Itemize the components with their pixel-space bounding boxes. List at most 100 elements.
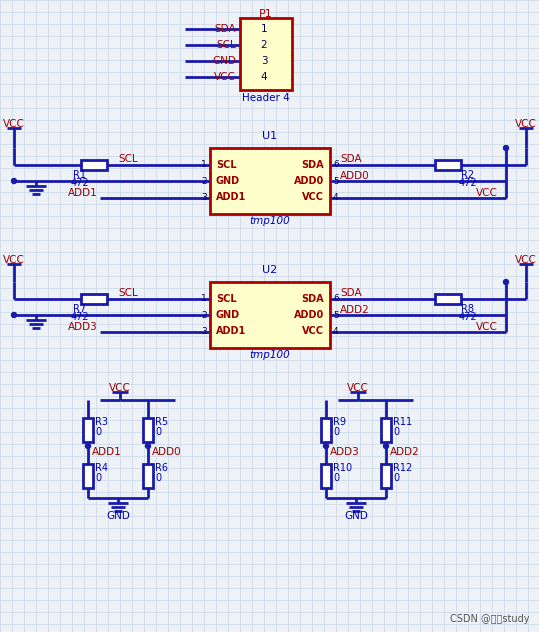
Text: SDA: SDA: [301, 159, 324, 169]
Bar: [240, 18, 292, 90]
Text: R12: R12: [393, 463, 412, 473]
Text: 0: 0: [155, 427, 161, 437]
Text: U1: U1: [262, 131, 278, 141]
Bar: [83, 464, 93, 488]
Text: VCC: VCC: [3, 119, 25, 129]
Text: 0: 0: [393, 427, 399, 437]
Bar: [210, 148, 330, 214]
Bar: [381, 464, 391, 488]
Text: 0: 0: [393, 473, 399, 483]
Text: tmp100: tmp100: [250, 216, 291, 226]
Text: ADD1: ADD1: [68, 188, 98, 197]
Text: 6: 6: [333, 294, 338, 303]
Text: VCC: VCC: [476, 322, 498, 332]
Text: SDA: SDA: [301, 293, 324, 303]
Text: ADD1: ADD1: [92, 447, 122, 457]
Text: 0: 0: [155, 473, 161, 483]
Text: ADD3: ADD3: [68, 322, 98, 332]
Bar: [143, 418, 153, 442]
Text: 3: 3: [201, 193, 207, 202]
Bar: [435, 293, 461, 303]
Text: 3: 3: [201, 327, 207, 336]
Circle shape: [503, 145, 508, 150]
Text: ADD1: ADD1: [216, 193, 246, 202]
Text: GND: GND: [212, 56, 236, 66]
Text: SCL: SCL: [216, 293, 237, 303]
Text: GND: GND: [216, 310, 240, 320]
Text: VCC: VCC: [214, 72, 236, 82]
Text: 5: 5: [333, 176, 338, 186]
Text: 0: 0: [95, 473, 101, 483]
Text: VCC: VCC: [515, 119, 537, 129]
Text: R11: R11: [393, 417, 412, 427]
Circle shape: [503, 279, 508, 284]
Text: ADD2: ADD2: [340, 305, 370, 315]
Text: VCC: VCC: [302, 193, 324, 202]
Text: ADD3: ADD3: [330, 447, 360, 457]
Text: 1: 1: [201, 160, 207, 169]
Text: SCL: SCL: [118, 288, 138, 298]
Text: 6: 6: [333, 160, 338, 169]
Bar: [435, 159, 461, 169]
Text: GND: GND: [344, 511, 368, 521]
Text: VCC: VCC: [515, 255, 537, 265]
Text: ADD1: ADD1: [216, 327, 246, 336]
Circle shape: [11, 312, 17, 317]
Text: P1: P1: [259, 9, 273, 19]
Bar: [81, 293, 107, 303]
Text: 472: 472: [459, 312, 478, 322]
Text: 2: 2: [202, 176, 207, 186]
Text: GND: GND: [216, 176, 240, 186]
Text: ADD0: ADD0: [152, 447, 182, 457]
Text: R6: R6: [155, 463, 168, 473]
Text: 472: 472: [71, 312, 89, 322]
Text: GND: GND: [106, 511, 130, 521]
Circle shape: [146, 444, 150, 449]
Circle shape: [384, 444, 389, 449]
Text: CSDN @小勇study: CSDN @小勇study: [451, 614, 530, 624]
Text: 0: 0: [333, 427, 339, 437]
Text: SCL: SCL: [216, 159, 237, 169]
Text: 4: 4: [333, 327, 338, 336]
Text: Header 4: Header 4: [242, 93, 290, 103]
Text: tmp100: tmp100: [250, 350, 291, 360]
Text: ADD0: ADD0: [294, 310, 324, 320]
Text: ADD0: ADD0: [340, 171, 370, 181]
Text: SDA: SDA: [340, 154, 362, 164]
Text: ADD0: ADD0: [294, 176, 324, 186]
Text: 1: 1: [261, 24, 267, 34]
Bar: [210, 282, 330, 348]
Circle shape: [323, 444, 328, 449]
Circle shape: [86, 444, 91, 449]
Text: 5: 5: [333, 310, 338, 320]
Bar: [381, 418, 391, 442]
Text: R5: R5: [155, 417, 168, 427]
Bar: [83, 418, 93, 442]
Text: VCC: VCC: [3, 255, 25, 265]
Text: R8: R8: [461, 303, 474, 313]
Text: R10: R10: [333, 463, 352, 473]
Text: SDA: SDA: [340, 288, 362, 298]
Text: 0: 0: [95, 427, 101, 437]
Text: 472: 472: [71, 178, 89, 188]
Text: R2: R2: [461, 169, 474, 179]
Text: 472: 472: [459, 178, 478, 188]
Text: SCL: SCL: [118, 154, 138, 164]
Text: 4: 4: [261, 72, 267, 82]
Text: SDA: SDA: [215, 24, 236, 34]
Text: VCC: VCC: [302, 327, 324, 336]
Text: 1: 1: [201, 294, 207, 303]
Text: 3: 3: [261, 56, 267, 66]
Text: VCC: VCC: [109, 383, 131, 393]
Text: 4: 4: [333, 193, 338, 202]
Text: R1: R1: [73, 169, 86, 179]
Bar: [143, 464, 153, 488]
Text: 2: 2: [202, 310, 207, 320]
Bar: [321, 418, 331, 442]
Text: ADD2: ADD2: [390, 447, 420, 457]
Text: VCC: VCC: [476, 188, 498, 197]
Text: R4: R4: [95, 463, 108, 473]
Text: R9: R9: [333, 417, 346, 427]
Text: R7: R7: [73, 303, 87, 313]
Text: U2: U2: [262, 265, 278, 275]
